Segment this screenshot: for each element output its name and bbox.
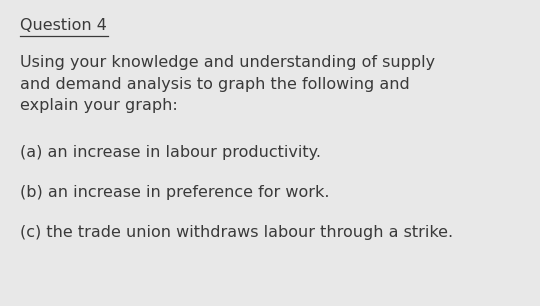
Text: Using your knowledge and understanding of supply
and demand analysis to graph th: Using your knowledge and understanding o… — [20, 55, 435, 113]
Text: Question 4: Question 4 — [20, 18, 107, 33]
Text: (c) the trade union withdraws labour through a strike.: (c) the trade union withdraws labour thr… — [20, 225, 453, 240]
Text: (b) an increase in preference for work.: (b) an increase in preference for work. — [20, 185, 329, 200]
Text: (a) an increase in labour productivity.: (a) an increase in labour productivity. — [20, 145, 321, 160]
